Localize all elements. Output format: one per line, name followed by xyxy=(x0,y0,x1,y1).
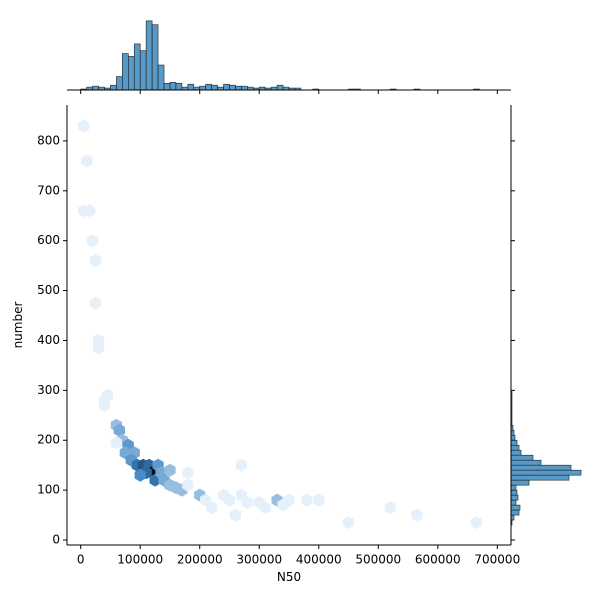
x-tick-label: 100000 xyxy=(117,553,163,567)
hex-cell xyxy=(235,458,247,472)
histogram-bar xyxy=(151,24,159,91)
hex-cell xyxy=(384,501,396,515)
hex-cell xyxy=(101,388,114,402)
x-tick-label: 400000 xyxy=(296,553,342,567)
histogram-bar xyxy=(145,20,153,91)
hex-cell xyxy=(182,466,194,480)
y-tick-label: 400 xyxy=(37,333,60,347)
hex-cell xyxy=(110,436,122,450)
hex-cell xyxy=(92,341,105,355)
hex-cell xyxy=(283,493,295,507)
hex-cell xyxy=(98,398,111,412)
histogram-bar xyxy=(157,64,165,91)
y-tick-label: 200 xyxy=(37,433,60,447)
hex-cell xyxy=(223,493,236,507)
histogram-bar xyxy=(205,83,212,91)
y-tick-label: 0 xyxy=(52,533,60,547)
hex-cell xyxy=(89,254,102,268)
hex-cell xyxy=(259,501,271,515)
y-tick-label: 700 xyxy=(37,183,60,197)
histogram-bar xyxy=(510,499,517,506)
x-tick-label: 500000 xyxy=(355,553,401,567)
hex-cell xyxy=(229,508,242,522)
histogram-bar xyxy=(163,82,171,91)
histogram-bar xyxy=(139,50,147,91)
x-axis-label: N50 xyxy=(277,570,301,584)
histogram-bar xyxy=(510,484,517,491)
histogram-bar xyxy=(510,434,516,441)
histogram-bar xyxy=(187,83,195,91)
histogram-bar xyxy=(175,82,183,91)
histogram-bar xyxy=(241,85,248,91)
hex-cell xyxy=(113,423,125,437)
hex-cell xyxy=(81,154,93,168)
histogram-bar xyxy=(235,85,242,91)
histogram-bar xyxy=(229,84,236,91)
hex-cell xyxy=(87,234,99,248)
x-tick-label: 0 xyxy=(77,553,85,567)
histogram-bar xyxy=(510,464,572,471)
hex-cell xyxy=(241,496,253,510)
histogram-bar xyxy=(510,459,542,466)
y-axis-label: number xyxy=(11,302,25,349)
histogram-bar xyxy=(510,479,530,486)
histogram-bar xyxy=(510,489,518,496)
histogram-bar xyxy=(223,83,230,91)
hex-cell xyxy=(206,501,218,515)
x-tick-label: 200000 xyxy=(177,553,223,567)
histogram-bar xyxy=(510,504,521,511)
x-tick-label: 600000 xyxy=(415,553,461,567)
histogram-bar xyxy=(122,53,129,91)
hex-cell xyxy=(411,508,423,522)
histogram-bar xyxy=(116,76,123,91)
y-tick-label: 500 xyxy=(37,283,60,297)
y-tick-label: 600 xyxy=(37,233,60,247)
histogram-bar xyxy=(276,84,284,91)
histogram-bar xyxy=(199,85,206,91)
hex-cell xyxy=(182,478,194,492)
y-tick-label: 100 xyxy=(37,483,60,497)
x-tick-label: 700000 xyxy=(474,553,520,567)
histogram-bar xyxy=(110,84,117,91)
hex-cell xyxy=(301,493,313,507)
hex-cell xyxy=(134,468,146,482)
hex-cell xyxy=(342,516,355,530)
histogram-bar xyxy=(510,444,520,451)
histogram-bar xyxy=(510,474,570,481)
histogram-bar xyxy=(510,509,520,516)
hex-cell xyxy=(89,296,102,310)
histogram-bar xyxy=(211,84,218,91)
y-tick-label: 800 xyxy=(37,133,60,147)
histogram-bar xyxy=(128,56,135,91)
histogram-bar xyxy=(510,439,518,446)
hex-cell xyxy=(470,516,483,530)
histogram-bar xyxy=(510,494,519,501)
hex-cell xyxy=(84,204,96,218)
histogram-bar xyxy=(92,85,99,91)
hex-cell xyxy=(78,119,90,133)
histogram-bar xyxy=(510,454,534,461)
histogram-bar xyxy=(510,449,522,456)
histogram-bar xyxy=(510,469,582,476)
histogram-bar xyxy=(169,82,177,91)
histogram-bar xyxy=(133,43,141,91)
y-tick-label: 300 xyxy=(37,383,60,397)
hex-cell xyxy=(313,493,325,507)
hex-cell xyxy=(164,463,176,477)
x-tick-label: 300000 xyxy=(236,553,282,567)
